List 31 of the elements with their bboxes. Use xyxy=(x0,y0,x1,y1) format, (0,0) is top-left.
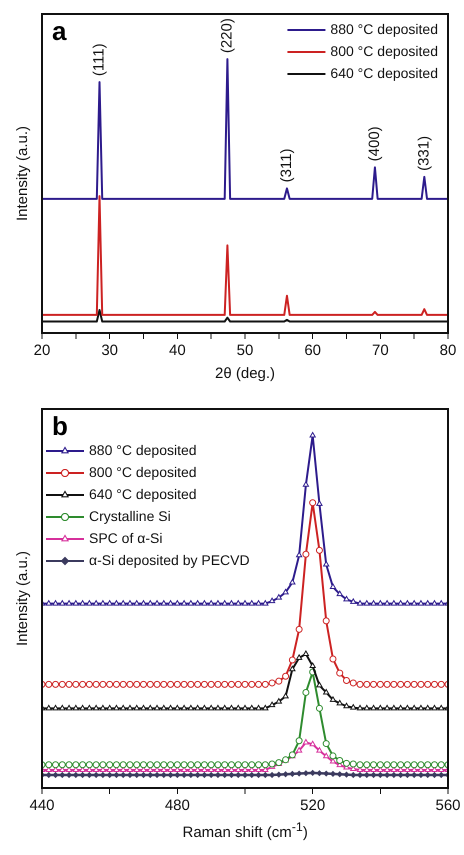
legend-label: 880 °C deposited xyxy=(330,20,438,37)
chart-title: b xyxy=(52,411,68,442)
y-axis-title: Intensity (a.u.) xyxy=(14,550,31,646)
x-axis-title: Raman shift (cm$^{-1}$) xyxy=(182,820,308,841)
chart-title: a xyxy=(52,16,67,46)
x-tick-label: 60 xyxy=(304,342,322,360)
x-tick-label: 560 xyxy=(435,797,461,814)
legend-label: α-Si deposited by PECVD xyxy=(89,552,250,568)
x-tick-label: 80 xyxy=(440,342,456,360)
x-tick-label: 40 xyxy=(168,342,186,360)
annotation: (111) xyxy=(90,43,108,76)
annotation: (400) xyxy=(366,126,384,162)
legend-label: 640 °C deposited xyxy=(89,486,197,502)
x-tick-label: 20 xyxy=(34,342,50,360)
annotation: (220) xyxy=(218,18,236,54)
x-tick-label: 70 xyxy=(372,342,389,360)
legend-label: SPC of α-Si xyxy=(89,530,162,546)
x-axis-title: 2θ (deg.) xyxy=(215,365,276,382)
x-tick-label: 520 xyxy=(300,797,326,814)
y-axis-title: Intensity (a.u.) xyxy=(14,126,31,222)
x-tick-label: 480 xyxy=(164,797,190,814)
x-tick-label: 30 xyxy=(101,342,118,360)
legend-label: Crystalline Si xyxy=(89,508,171,524)
annotation: (331) xyxy=(415,136,432,171)
x-tick-label: 440 xyxy=(29,797,55,814)
legend-label: 640 °C deposited xyxy=(330,64,438,81)
legend-label: 880 °C deposited xyxy=(89,442,197,458)
legend-label: 800 °C deposited xyxy=(330,42,438,59)
x-tick-label: 50 xyxy=(236,342,254,360)
annotation: (311) xyxy=(278,148,296,182)
legend-label: 800 °C deposited xyxy=(89,464,197,480)
